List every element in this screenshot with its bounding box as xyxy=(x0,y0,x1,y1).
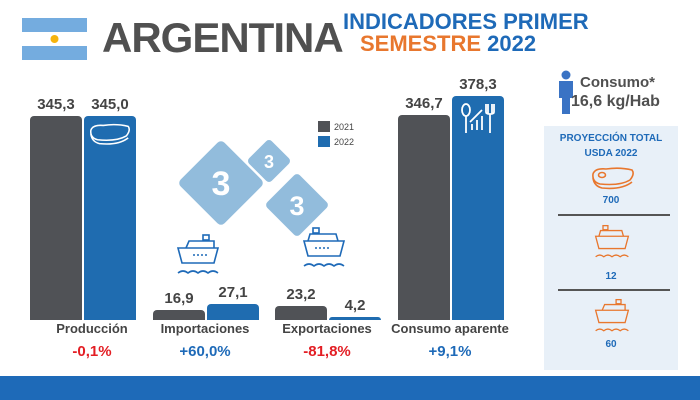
category-label: Consumo aparente xyxy=(391,321,509,336)
bar-2022-1 xyxy=(207,303,259,320)
projection-title: PROYECCIÓN TOTAL USDA 2022 xyxy=(559,133,663,159)
data-label: 16,9 xyxy=(164,289,194,307)
import-ship-icon xyxy=(176,234,220,275)
data-label: 23,2 xyxy=(286,286,316,304)
subtitle-semestre: SEMESTRE xyxy=(360,31,482,56)
footer-band xyxy=(0,376,700,400)
subtitle-year: 2022 xyxy=(487,31,537,56)
category-label: Importaciones xyxy=(160,321,250,336)
page-title: ARGENTINA xyxy=(102,14,344,61)
bar-2022-0 xyxy=(84,115,136,320)
food-growth-icon xyxy=(461,103,495,133)
projection-value-imports: 12 xyxy=(605,271,617,282)
projection-value-exports: 60 xyxy=(605,339,617,350)
change-label: -81,8% xyxy=(303,343,351,360)
separator xyxy=(558,289,670,291)
export-ship-icon xyxy=(302,227,346,268)
steak-icon xyxy=(592,167,634,190)
projection-panel: PROYECCIÓN TOTAL USDA 2022 700 12 60 xyxy=(544,126,678,370)
bar-2021-2 xyxy=(275,306,327,320)
category-label: Exportaciones xyxy=(282,321,372,336)
subtitle-line1: INDICADORES PRIMER xyxy=(343,9,589,34)
steak-icon xyxy=(90,123,131,145)
bar-2022-3 xyxy=(452,96,504,320)
data-label: 346,7 xyxy=(405,94,443,112)
legend: 2021 2022 xyxy=(318,121,354,151)
bar-2021-3 xyxy=(398,114,450,320)
svg-text:3: 3 xyxy=(289,191,304,221)
data-label: 345,0 xyxy=(91,95,129,113)
subtitle-line2: SEMESTRE 2022 xyxy=(360,31,536,57)
legend-item-2022: 2022 xyxy=(318,136,354,147)
svg-text:3: 3 xyxy=(264,152,274,172)
data-label: 27,1 xyxy=(218,283,248,301)
legend-item-2021: 2021 xyxy=(318,121,354,132)
logo-333-icon: 333 xyxy=(179,140,328,236)
projection-value-production: 700 xyxy=(602,195,620,206)
svg-text:3: 3 xyxy=(212,165,231,203)
separator xyxy=(558,214,670,216)
change-label: -0,1% xyxy=(72,343,112,360)
bar-2022-2 xyxy=(329,317,381,320)
data-label: 345,3 xyxy=(37,95,75,113)
change-label: +9,1% xyxy=(428,343,472,360)
consumo-label: Consumo* xyxy=(580,74,655,91)
data-label: 4,2 xyxy=(344,297,366,314)
person-icon xyxy=(559,70,573,114)
bar-2021-0 xyxy=(30,115,82,320)
consumo-value: 16,6 kg/Hab xyxy=(571,93,660,110)
argentina-flag-icon xyxy=(22,18,87,60)
category-label: Producción xyxy=(56,321,128,336)
change-label: +60,0% xyxy=(179,343,231,360)
ship-icon xyxy=(594,298,630,332)
data-label: 378,3 xyxy=(459,76,497,93)
bar-2021-1 xyxy=(153,309,205,320)
ship-icon xyxy=(594,224,630,258)
